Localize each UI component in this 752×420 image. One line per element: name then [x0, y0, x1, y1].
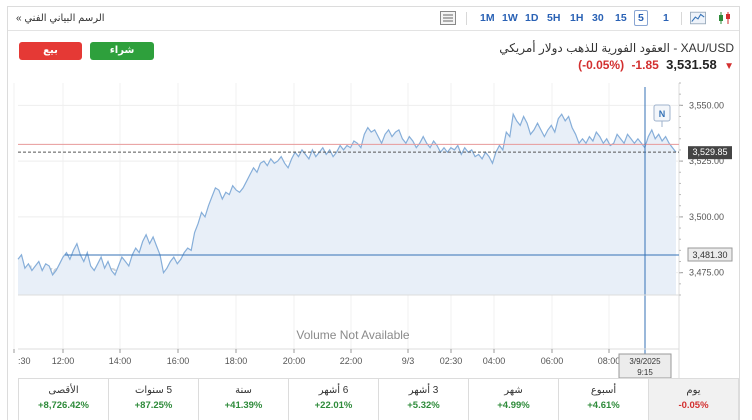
news-marker-label: N — [659, 109, 666, 119]
performance-label: أسبوع — [590, 385, 617, 396]
performance-value: +4.99% — [497, 400, 530, 411]
x-tick-label: 22:00 — [340, 356, 363, 366]
performance-label: سنة — [235, 385, 252, 396]
performance-cell[interactable]: أسبوع +4.61% — [558, 379, 648, 420]
change-absolute: -1.85 — [631, 58, 659, 72]
x-tick-label: 06:00 — [541, 356, 564, 366]
last-price-tag: 3,529.85 — [688, 146, 732, 160]
x-tick-label: 08:00 — [598, 356, 621, 366]
performance-cell[interactable]: الأقصى +8,726.42% — [19, 379, 108, 420]
change-percent: (-0.05%) — [578, 58, 625, 72]
x-tick-label: 9/3 — [402, 356, 415, 366]
price-series-line — [17, 112, 677, 277]
y-tick-label: 3,525.00 — [689, 156, 724, 166]
performance-table: يوم -0.05% أسبوع +4.61% شهر +4.99% 3 أشهر +5.32… — [18, 378, 739, 420]
performance-value: +41.39% — [224, 400, 263, 411]
line-chart-icon[interactable] — [690, 11, 706, 25]
performance-label: 5 سنوات — [134, 385, 173, 396]
timeframe-30[interactable]: 30 — [592, 12, 604, 24]
timeframe-5h[interactable]: 5H — [547, 12, 561, 24]
down-arrow-icon: ▼ — [724, 61, 734, 72]
performance-label: 3 أشهر — [408, 385, 439, 396]
x-tick-label: 12:00 — [52, 356, 75, 366]
candlestick-icon[interactable] — [717, 11, 733, 25]
last-price: 3,531.58 — [666, 57, 717, 72]
x-tick-label: 04:00 — [483, 356, 506, 366]
x-tick-label: 20:00 — [283, 356, 306, 366]
crosshair-price-text: 3,481.30 — [692, 250, 727, 260]
chart-toolbar: الرسم البياني الفني » 1M 1W 1D 5H 1H 30 … — [8, 7, 739, 31]
y-tick-label: 3,500.00 — [689, 212, 724, 222]
x-tick-label: 18:00 — [225, 356, 248, 366]
timeframe-1m[interactable]: 1M — [480, 12, 495, 24]
chart-widget: الرسم البياني الفني » 1M 1W 1D 5H 1H 30 … — [7, 6, 740, 420]
volume-message: Volume Not Available — [296, 328, 410, 342]
crosshair-price-tag: 3,481.30 — [687, 247, 733, 262]
chart-type-icon[interactable] — [440, 11, 456, 25]
price-area — [18, 114, 676, 295]
performance-cell[interactable]: شهر +4.99% — [468, 379, 558, 420]
news-marker[interactable]: N — [653, 104, 671, 127]
y-tick-label: 3,475.00 — [689, 268, 724, 278]
performance-value: +22.01% — [314, 400, 353, 411]
performance-value: +5.32% — [407, 400, 440, 411]
performance-value: +4.61% — [587, 400, 620, 411]
x-tick-label: 02:30 — [440, 356, 463, 366]
instrument-title: XAU/USD - العقود الفورية للذهب دولار أمر… — [499, 41, 734, 55]
crosshair-time-tag: 3/9/2025 9:15 — [618, 353, 672, 379]
timeframe-5[interactable]: 5 — [634, 10, 648, 26]
timeframe-1w[interactable]: 1W — [502, 12, 518, 24]
performance-cell[interactable]: 5 سنوات +87.25% — [108, 379, 198, 420]
timeframe-1[interactable]: 1 — [663, 12, 669, 24]
performance-label: يوم — [686, 385, 701, 396]
timeframe-15[interactable]: 15 — [615, 12, 627, 24]
y-tick-label: 3,550.00 — [689, 100, 724, 110]
performance-value: +8,726.42% — [38, 400, 89, 411]
last-price-tag-text: 3,529.85 — [692, 147, 727, 157]
performance-value: -0.05% — [678, 400, 709, 411]
x-tick-label: 16:00 — [167, 356, 190, 366]
sell-button[interactable]: بيع — [19, 42, 82, 60]
price-line: (-0.05%) -1.85 3,531.58 ▼ — [574, 57, 734, 72]
buy-button[interactable]: شراء — [90, 42, 154, 60]
x-tick-label: :30 — [18, 356, 31, 366]
performance-value: +87.25% — [134, 400, 173, 411]
performance-cell[interactable]: يوم -0.05% — [648, 379, 738, 420]
performance-cell[interactable]: 6 أشهر +22.01% — [288, 379, 378, 420]
performance-label: شهر — [504, 385, 523, 396]
performance-cell[interactable]: سنة +41.39% — [198, 379, 288, 420]
performance-cell[interactable]: 3 أشهر +5.32% — [378, 379, 468, 420]
x-tick-label: 14:00 — [109, 356, 132, 366]
crosshair-time: 9:15 — [637, 368, 653, 377]
performance-label: الأقصى — [48, 385, 79, 396]
technical-chart-link[interactable]: الرسم البياني الفني » — [16, 13, 105, 24]
performance-label: 6 أشهر — [318, 385, 349, 396]
price-chart[interactable]: 3,550.003,525.003,500.003,475.00 Investi… — [8, 7, 739, 379]
crosshair-date: 3/9/2025 — [629, 357, 661, 366]
timeframe-1h[interactable]: 1H — [570, 12, 584, 24]
timeframe-1d[interactable]: 1D — [525, 12, 539, 24]
